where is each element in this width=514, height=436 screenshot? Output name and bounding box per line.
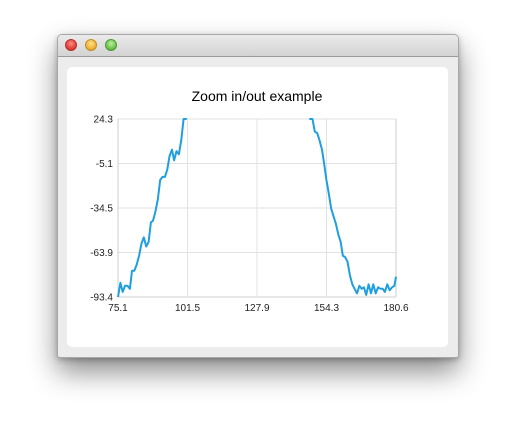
x-tick-label: 101.5: [175, 303, 200, 314]
y-axis-ticks: 24.3 -5.1 -34.5 -63.9 -93.4: [90, 115, 113, 304]
minimize-button[interactable]: [85, 39, 97, 51]
y-tick-label: -5.1: [96, 159, 114, 170]
title-bar[interactable]: [58, 35, 458, 57]
app-window: Zoom in/out example 24.3 -5.1 -34.5 -63.9 -9…: [57, 34, 459, 358]
x-axis-ticks: 75.1 101.5 127.9 154.3 180.6: [108, 303, 409, 314]
chart-view[interactable]: Zoom in/out example 24.3 -5.1 -34.5 -63.9 -9…: [67, 67, 448, 347]
chart-title: Zoom in/out example: [192, 88, 323, 104]
y-tick-label: -63.9: [90, 248, 113, 259]
x-tick-label: 180.6: [383, 303, 408, 314]
x-tick-label: 75.1: [108, 303, 128, 314]
series-line: [117, 118, 397, 298]
x-tick-label: 127.9: [244, 303, 269, 314]
y-tick-label: 24.3: [94, 115, 114, 126]
x-tick-label: 154.3: [314, 303, 339, 314]
chart-grid: [117, 118, 397, 298]
y-tick-label: -93.4: [90, 293, 113, 304]
line-chart[interactable]: Zoom in/out example 24.3 -5.1 -34.5 -63.9 -9…: [67, 67, 448, 347]
zoom-button[interactable]: [105, 39, 117, 51]
y-tick-label: -34.5: [90, 204, 113, 215]
close-button[interactable]: [65, 39, 77, 51]
